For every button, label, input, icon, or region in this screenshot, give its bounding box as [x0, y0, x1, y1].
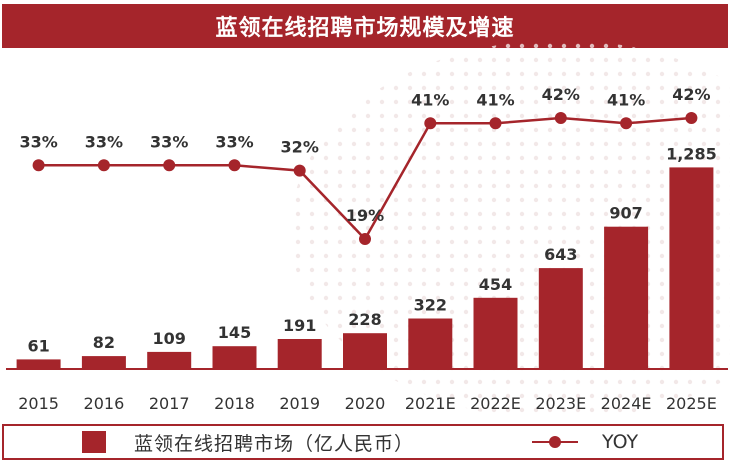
bar-2016	[81, 356, 126, 369]
x-tick-label: 2019	[279, 394, 320, 413]
yoy-point	[97, 159, 110, 172]
legend-item-line: YOY	[532, 426, 638, 458]
yoy-value-label: 33%	[19, 132, 57, 151]
legend-item-bar: 蓝领在线招聘市场（亿人民币）	[82, 426, 414, 458]
yoy-point	[424, 117, 437, 130]
yoy-value-label: 32%	[281, 138, 319, 157]
bar-series	[16, 167, 714, 369]
legend-line-label: YOY	[602, 431, 639, 453]
x-tick-label: 2017	[149, 394, 190, 413]
bar-2017	[147, 351, 192, 369]
yoy-value-label: 41%	[411, 90, 449, 109]
bar-value-label: 454	[479, 275, 512, 294]
legend: 蓝领在线招聘市场（亿人民币） YOY	[2, 424, 724, 460]
bar-value-label: 322	[414, 296, 447, 315]
x-tick-label: 2016	[84, 394, 125, 413]
yoy-value-label: 41%	[607, 90, 645, 109]
x-tick-label: 2022E	[470, 394, 521, 413]
bar-value-label: 228	[348, 310, 381, 329]
x-axis-tick-labels: 2015 2016 2017 2018 2019 2020 2021E 2022E 2023E 2…	[18, 394, 717, 413]
yoy-value-label: 41%	[476, 90, 514, 109]
bar-2024E	[604, 226, 649, 369]
yoy-value-label: 42%	[542, 85, 580, 104]
yoy-line-series	[32, 112, 698, 245]
bar-value-label: 191	[283, 316, 316, 335]
yoy-point	[685, 112, 698, 124]
yoy-value-labels: 33% 33% 33% 33% 32% 19% 41% 41% 42% 41% 42%	[19, 85, 710, 225]
yoy-point	[620, 117, 633, 130]
yoy-point	[359, 233, 371, 245]
bar-swatch-icon	[82, 431, 106, 453]
title-bar: 蓝领在线招聘市场规模及增速	[2, 4, 728, 48]
x-tick-label: 2024E	[601, 394, 652, 413]
bar-value-label: 61	[27, 336, 49, 355]
yoy-value-label: 42%	[672, 85, 710, 104]
bar-2022E	[473, 297, 518, 369]
yoy-value-label: 33%	[85, 132, 123, 151]
x-tick-label: 2023E	[535, 394, 586, 413]
bar-2020	[343, 333, 387, 369]
yoy-value-label: 19%	[346, 206, 384, 225]
yoy-value-label: 33%	[215, 132, 253, 151]
bar-2019	[277, 339, 322, 369]
bar-value-label: 145	[218, 323, 251, 342]
chart-title: 蓝领在线招聘市场规模及增速	[215, 16, 515, 41]
bar-value-label: 1,285	[666, 144, 717, 163]
x-tick-label: 2025E	[666, 394, 717, 413]
bar-2025E	[669, 167, 714, 369]
bar-value-label: 643	[544, 245, 577, 264]
yoy-point	[489, 117, 502, 130]
yoy-point	[163, 159, 176, 172]
yoy-point	[554, 112, 567, 124]
yoy-point	[293, 164, 306, 177]
bar-value-label: 907	[609, 204, 642, 223]
yoy-point	[228, 159, 241, 172]
line-marker-icon	[532, 431, 578, 453]
bar-2015	[16, 359, 61, 369]
bar-value-labels: 61 82 109 145 191 228 322 454 643 907 1,285	[27, 144, 716, 355]
bar-value-label: 109	[152, 329, 185, 348]
x-tick-label: 2020	[345, 394, 386, 413]
x-tick-label: 2021E	[405, 394, 456, 413]
yoy-value-label: 33%	[150, 132, 188, 151]
x-tick-label: 2015	[18, 394, 59, 413]
yoy-point	[32, 159, 45, 172]
bar-2023E	[538, 268, 583, 369]
bar-2021E	[408, 318, 453, 369]
bar-2018	[212, 346, 257, 369]
x-tick-label: 2018	[214, 394, 255, 413]
legend-bar-label: 蓝领在线招聘市场（亿人民币）	[134, 432, 415, 455]
bar-value-label: 82	[93, 333, 115, 352]
